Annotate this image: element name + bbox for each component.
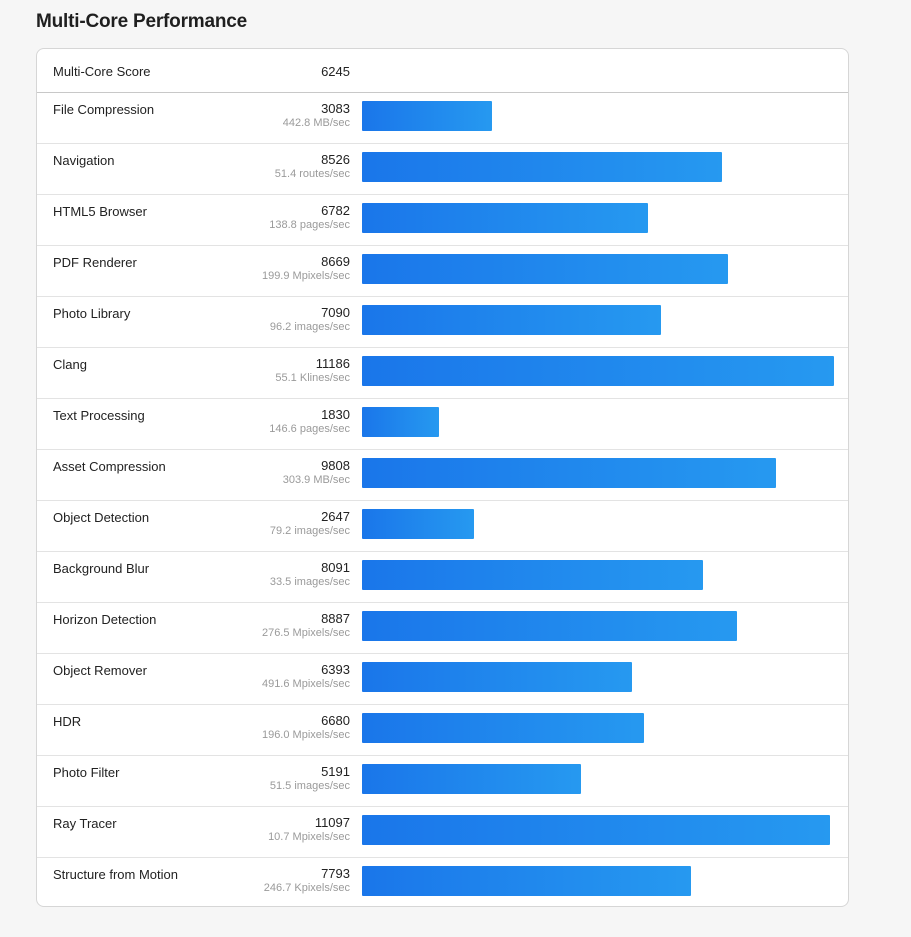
benchmark-score: 6782 — [321, 203, 350, 218]
benchmark-score-bar — [362, 356, 834, 386]
benchmark-row: Photo Filter 5191 51.5 images/sec — [37, 756, 848, 807]
benchmark-name: Asset Compression — [53, 459, 166, 474]
benchmark-score: 11186 — [315, 356, 350, 371]
benchmark-rate: 79.2 images/sec — [269, 525, 350, 537]
benchmark-score: 9808 — [321, 458, 350, 473]
benchmark-score-bar — [362, 764, 581, 794]
benchmark-score: 1830 — [321, 407, 350, 422]
benchmark-row: File Compression 3083 442.8 MB/sec — [37, 93, 848, 144]
benchmark-name: PDF Renderer — [53, 255, 137, 270]
benchmark-rate: 199.9 Mpixels/sec — [261, 270, 350, 282]
benchmark-score-bar — [362, 611, 737, 641]
benchmark-score-bar — [362, 458, 776, 488]
benchmark-score-bar — [362, 866, 691, 896]
benchmark-row: HTML5 Browser 6782 138.8 pages/sec — [37, 195, 848, 246]
benchmark-row: PDF Renderer 8669 199.9 Mpixels/sec — [37, 246, 848, 297]
benchmark-row: Text Processing 1830 146.6 pages/sec — [37, 399, 848, 450]
benchmark-score: 8091 — [321, 560, 350, 575]
benchmark-rate: 96.2 images/sec — [269, 321, 350, 333]
benchmark-name: Photo Library — [53, 306, 131, 321]
benchmark-name: File Compression — [53, 102, 155, 117]
benchmark-score: 5191 — [321, 764, 350, 779]
benchmark-rate: 55.1 Klines/sec — [275, 372, 350, 384]
benchmark-rate: 10.7 Mpixels/sec — [268, 831, 350, 843]
overall-score-value: 6245 — [321, 64, 350, 79]
benchmark-score-bar — [362, 254, 728, 284]
benchmark-rate: 33.5 images/sec — [269, 576, 350, 588]
benchmark-score: 8526 — [321, 152, 350, 167]
benchmark-row: Ray Tracer 11097 10.7 Mpixels/sec — [37, 807, 848, 858]
benchmark-row: Object Remover 6393 491.6 Mpixels/sec — [37, 654, 848, 705]
benchmark-name: Background Blur — [53, 561, 150, 576]
benchmark-score-bar — [362, 713, 644, 743]
benchmark-name: Object Detection — [53, 510, 150, 525]
benchmark-name: Clang — [53, 357, 87, 372]
benchmark-row: Photo Library 7090 96.2 images/sec — [37, 297, 848, 348]
benchmark-score-bar — [362, 203, 648, 233]
benchmark-name: HTML5 Browser — [53, 204, 147, 219]
overall-score-label: Multi-Core Score — [53, 64, 151, 79]
benchmark-name: Photo Filter — [53, 765, 120, 780]
benchmark-score: 8887 — [321, 611, 350, 626]
benchmark-name: Structure from Motion — [53, 867, 178, 882]
benchmark-rate: 303.9 MB/sec — [282, 474, 350, 486]
benchmark-row: HDR 6680 196.0 Mpixels/sec — [37, 705, 848, 756]
benchmark-score: 2647 — [321, 509, 350, 524]
benchmark-rate: 51.5 images/sec — [269, 780, 350, 792]
benchmark-name: Object Remover — [53, 663, 147, 678]
benchmark-row: Navigation 8526 51.4 routes/sec — [37, 144, 848, 195]
section-title: Multi-Core Performance — [36, 11, 247, 32]
benchmark-score: 3083 — [321, 101, 350, 116]
benchmark-name: Horizon Detection — [53, 612, 157, 627]
benchmark-rate: 51.4 routes/sec — [274, 168, 350, 180]
benchmark-score: 7793 — [321, 866, 350, 881]
benchmark-score-bar — [362, 407, 439, 437]
benchmark-score-bar — [362, 305, 661, 335]
benchmark-score-bar — [362, 560, 703, 590]
benchmark-rate: 138.8 pages/sec — [269, 219, 350, 231]
benchmark-score: 6393 — [321, 662, 350, 677]
benchmark-row: Clang 11186 55.1 Klines/sec — [37, 348, 848, 399]
benchmark-row: Horizon Detection 8887 276.5 Mpixels/sec — [37, 603, 848, 654]
benchmark-name: Text Processing — [53, 408, 145, 423]
benchmark-row: Asset Compression 9808 303.9 MB/sec — [37, 450, 848, 501]
benchmark-score-bar — [362, 509, 474, 539]
benchmark-rate: 276.5 Mpixels/sec — [261, 627, 350, 639]
benchmark-row: Object Detection 2647 79.2 images/sec — [37, 501, 848, 552]
benchmark-score-bar — [362, 662, 632, 692]
benchmark-rate: 196.0 Mpixels/sec — [261, 729, 350, 741]
benchmark-rate: 146.6 pages/sec — [269, 423, 350, 435]
benchmark-rate: 442.8 MB/sec — [282, 117, 350, 129]
benchmark-row: Background Blur 8091 33.5 images/sec — [37, 552, 848, 603]
benchmark-score: 6680 — [321, 713, 350, 728]
benchmark-score-bar — [362, 815, 830, 845]
benchmark-rate: 491.6 Mpixels/sec — [261, 678, 350, 690]
benchmark-score-bar — [362, 152, 722, 182]
benchmark-rate: 246.7 Kpixels/sec — [263, 882, 350, 894]
overall-score-row: Multi-Core Score 6245 — [37, 49, 848, 93]
benchmark-card: Multi-Core Score 6245 File Compression 30… — [36, 48, 849, 907]
benchmark-name: HDR — [53, 714, 82, 729]
benchmark-score: 8669 — [321, 254, 350, 269]
benchmark-score: 7090 — [321, 305, 350, 320]
benchmark-name: Navigation — [53, 153, 115, 168]
benchmark-name: Ray Tracer — [53, 816, 117, 831]
benchmark-row: Structure from Motion 7793 246.7 Kpixels/s… — [37, 858, 848, 906]
benchmark-score: 11097 — [314, 815, 350, 830]
benchmark-score-bar — [362, 101, 492, 131]
